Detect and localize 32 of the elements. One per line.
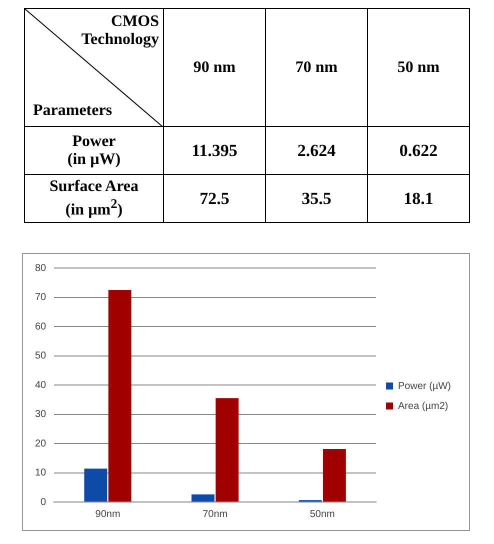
y-tick-label: 30: [35, 409, 47, 420]
y-tick-label: 10: [35, 468, 47, 478]
bar: [84, 468, 108, 502]
y-tick-label: 60: [35, 321, 47, 332]
text: 35.5: [266, 174, 368, 222]
text: 18.1: [368, 174, 470, 222]
text: 90 nm: [164, 8, 266, 126]
y-tick-label: 20: [35, 438, 47, 450]
text: 72.5: [164, 174, 266, 222]
y-tick-label: 40: [35, 380, 47, 391]
y-tick-label: 50: [35, 350, 47, 362]
text: Parameters: [33, 102, 112, 120]
text: CMOS Technology: [81, 13, 159, 49]
x-tick-label: 50nm: [310, 508, 335, 520]
text: 0.622: [368, 126, 470, 174]
text: Surface Area (in µm$^{2}$): [24, 174, 164, 222]
bar: [192, 494, 214, 502]
text: 70 nm: [266, 8, 368, 126]
legend-label: Power (µW): [398, 380, 451, 392]
y-tick-label: 70: [35, 292, 47, 303]
text: 50 nm: [368, 8, 470, 126]
bar: [108, 290, 132, 502]
y-tick-label: 0: [40, 496, 47, 508]
text: 11.395: [164, 126, 266, 174]
text: Power (in µW): [24, 126, 164, 174]
bar: [216, 398, 239, 502]
x-tick-label: 90nm: [95, 508, 120, 520]
x-tick-label: 70nm: [202, 508, 228, 520]
y-tick-label: 80: [35, 262, 47, 274]
text: 2.624: [266, 126, 368, 174]
legend-label: Area (µm2): [398, 400, 448, 412]
bar: [322, 449, 346, 502]
